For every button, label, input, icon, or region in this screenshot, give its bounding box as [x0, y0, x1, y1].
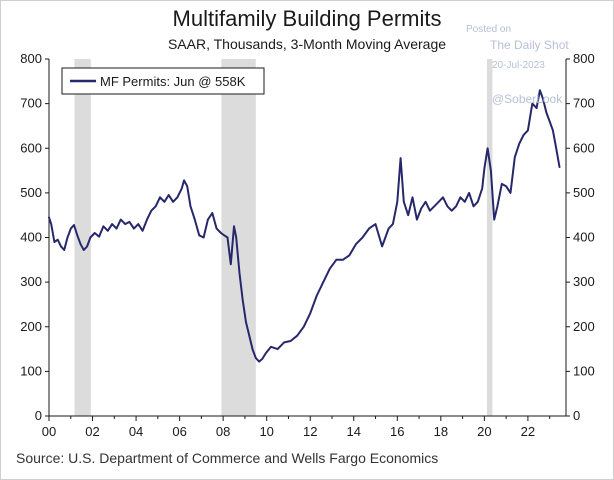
legend-label: MF Permits: Jun @ 558K	[100, 74, 246, 89]
watermark-date: 20-Jul-2023	[492, 60, 545, 71]
y-tick-label-right-400: 400	[573, 230, 595, 245]
x-tick-label-16: 16	[390, 424, 404, 439]
series-line-group	[48, 89, 561, 363]
y-tick-label-left-0: 0	[35, 408, 42, 423]
x-tick-label-00: 00	[42, 424, 56, 439]
y-tick-label-right-700: 700	[573, 96, 595, 111]
series-line-0	[48, 89, 561, 363]
source-note: Source: U.S. Department of Commerce and …	[16, 450, 439, 466]
x-tick-label-08: 08	[216, 424, 230, 439]
y-tick-label-left-200: 200	[20, 319, 42, 334]
y-tick-label-left-500: 500	[20, 185, 42, 200]
y-tick-label-right-200: 200	[573, 319, 595, 334]
x-tick-label-10: 10	[259, 424, 273, 439]
y-tick-label-left-600: 600	[20, 140, 42, 155]
y-tick-label-left-800: 800	[20, 51, 42, 66]
y-tick-label-left-300: 300	[20, 274, 42, 289]
x-tick-label-22: 22	[521, 424, 535, 439]
watermark-posted: Posted on	[466, 24, 512, 35]
x-tick-label-20: 20	[477, 424, 491, 439]
recession-bands	[74, 59, 493, 416]
watermark-handle: @SoberLook	[492, 92, 563, 106]
x-tick-label-12: 12	[303, 424, 317, 439]
chart-title: Multifamily Building Permits	[172, 6, 442, 31]
x-tick-label-18: 18	[434, 424, 448, 439]
watermark-site: The Daily Shot	[490, 38, 569, 52]
x-tick-label-14: 14	[347, 424, 361, 439]
y-tick-label-right-500: 500	[573, 185, 595, 200]
y-tick-label-left-400: 400	[20, 230, 42, 245]
recession-band-0	[74, 59, 91, 416]
x-tick-label-04: 04	[129, 424, 143, 439]
y-tick-label-right-800: 800	[573, 51, 595, 66]
y-tick-label-right-100: 100	[573, 363, 595, 378]
y-tick-label-left-100: 100	[20, 363, 42, 378]
y-tick-label-right-0: 0	[573, 408, 580, 423]
legend: MF Permits: Jun @ 558K	[61, 67, 265, 95]
x-tick-label-06: 06	[172, 424, 186, 439]
y-tick-label-left-700: 700	[20, 96, 42, 111]
chart-subtitle: SAAR, Thousands, 3-Month Moving Average	[167, 36, 447, 52]
y-tick-label-right-600: 600	[573, 140, 595, 155]
recession-band-2	[486, 59, 493, 416]
x-tick-label-02: 02	[85, 424, 99, 439]
y-tick-label-right-300: 300	[573, 274, 595, 289]
